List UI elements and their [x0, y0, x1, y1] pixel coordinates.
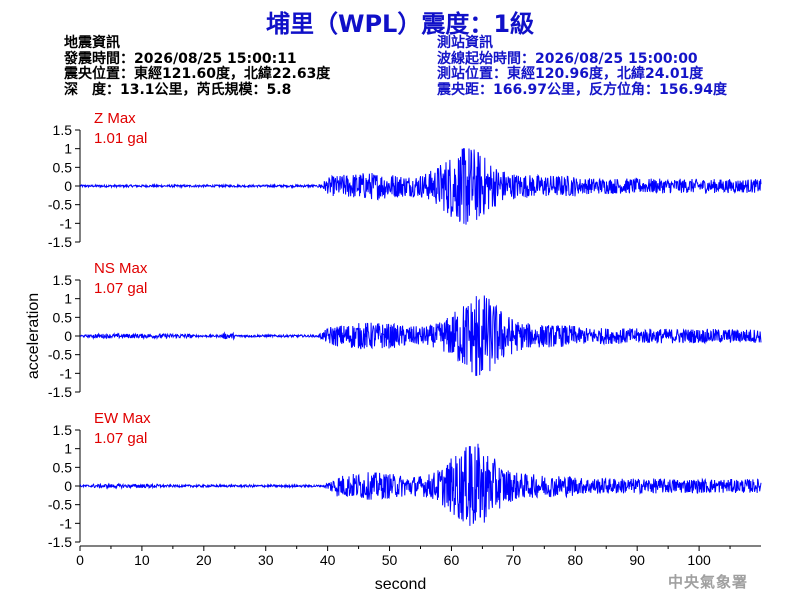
x-tick-label: 50 — [382, 552, 398, 568]
y-tick-label: 0.5 — [53, 459, 73, 475]
x-tick-label: 80 — [567, 552, 583, 568]
y-tick-label: -1.5 — [48, 234, 72, 250]
origin-time: 發震時間：2026/08/25 15:00:11 — [64, 50, 297, 67]
y-tick-label: -0.5 — [48, 197, 72, 213]
y-tick-label: -1.5 — [48, 384, 72, 400]
earthquake-info-heading: 地震資訊 — [64, 35, 120, 51]
y-tick-label: 1 — [64, 141, 72, 157]
max-value: 1.07 gal — [94, 430, 147, 447]
y-tick-label: 0.5 — [53, 309, 73, 325]
x-tick-label: 60 — [444, 552, 460, 568]
max-title: EW Max — [94, 410, 151, 427]
station-location: 測站位置：東經120.96度，北緯24.01度 — [437, 66, 704, 82]
y-tick-label: -0.5 — [48, 497, 72, 513]
epicentral-distance: 震央距：166.97公里，反方位角：156.94度 — [437, 81, 728, 98]
waveform-trace — [79, 443, 762, 526]
station-info-heading: 測站資訊 — [437, 35, 493, 51]
agency-logo-text: 中央氣象署 — [667, 573, 748, 591]
max-title: NS Max — [94, 260, 148, 277]
max-value: 1.01 gal — [94, 130, 147, 147]
depth-magnitude: 深 度：13.1公里，芮氏規模：5.8 — [64, 81, 292, 98]
x-tick-label: 0 — [76, 552, 84, 568]
waveform-trace — [79, 148, 762, 225]
y-tick-label: 1.5 — [53, 122, 73, 138]
y-tick-label: -1.5 — [48, 534, 72, 550]
y-tick-label: -0.5 — [48, 347, 72, 363]
station-info: 測站資訊 波線起始時間：2026/08/25 15:00:00 測站位置：東經1… — [437, 35, 728, 98]
x-tick-label: 100 — [687, 552, 711, 568]
epicenter-location: 震央位置：東經121.60度，北緯22.63度 — [64, 66, 331, 82]
y-tick-label: -1 — [60, 515, 73, 531]
max-value: 1.07 gal — [94, 280, 147, 297]
wave-start-time: 波線起始時間：2026/08/25 15:00:00 — [437, 50, 698, 67]
y-axis-label: acceleration — [25, 293, 42, 379]
y-tick-label: 1.5 — [53, 272, 73, 288]
y-tick-label: 1 — [64, 441, 72, 457]
x-tick-label: 30 — [258, 552, 274, 568]
y-tick-label: 0 — [64, 178, 72, 194]
y-tick-label: 0 — [64, 478, 72, 494]
y-tick-label: 1.5 — [53, 422, 73, 438]
x-tick-label: 10 — [134, 552, 150, 568]
x-tick-label: 20 — [196, 552, 212, 568]
waveform-trace — [79, 295, 762, 376]
x-tick-label: 70 — [506, 552, 522, 568]
x-axis-label: second — [375, 576, 427, 593]
y-tick-label: 1 — [64, 291, 72, 307]
x-tick-label: 90 — [629, 552, 645, 568]
x-tick-label: 40 — [320, 552, 336, 568]
earthquake-info: 地震資訊 發震時間：2026/08/25 15:00:11 震央位置：東經121… — [64, 35, 331, 98]
y-tick-label: -1 — [60, 215, 73, 231]
page-title: 埔里（WPL）震度：1級 — [265, 10, 535, 38]
y-tick-label: 0 — [64, 328, 72, 344]
max-title: Z Max — [94, 110, 136, 127]
y-tick-label: -1 — [60, 365, 73, 381]
y-tick-label: 0.5 — [53, 159, 73, 175]
